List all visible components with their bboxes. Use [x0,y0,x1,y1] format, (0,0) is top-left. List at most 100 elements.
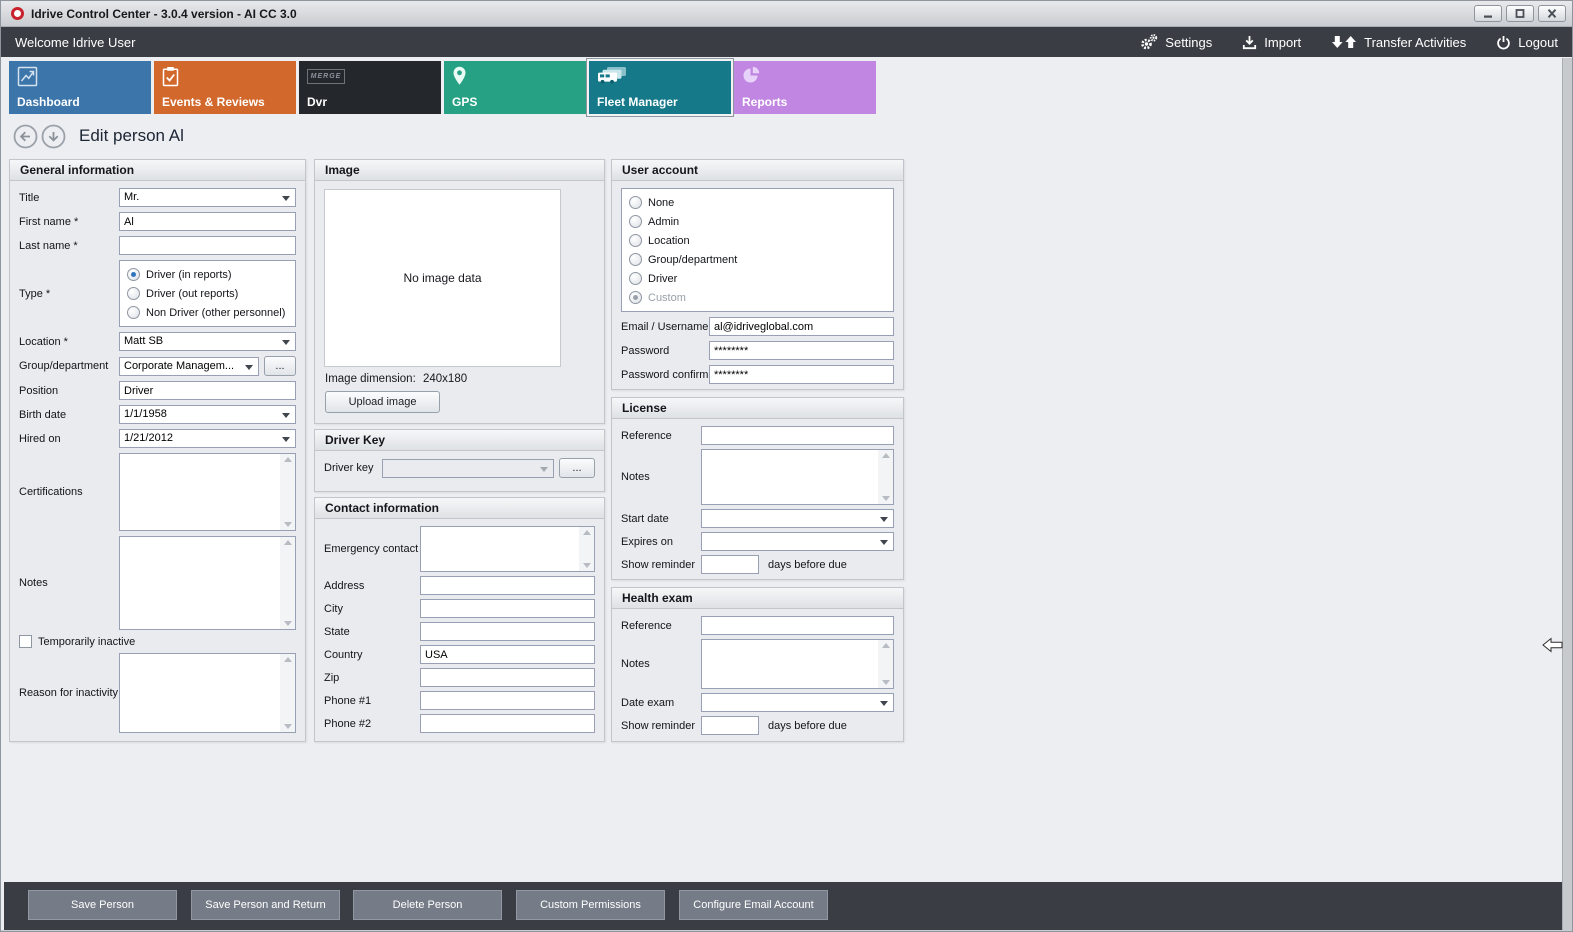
city-field[interactable] [420,599,595,618]
health-date-exam-select[interactable] [701,693,894,712]
window-right-edge[interactable] [1562,58,1572,930]
birth-date-select[interactable]: 1/1/1958 [119,405,296,424]
scroll-up-icon[interactable] [283,457,292,462]
country-field[interactable] [420,645,595,664]
scrollbar[interactable] [280,454,295,530]
license-notes-textarea[interactable] [701,449,894,505]
tab-dvr[interactable]: MERGE Dvr [299,61,441,114]
scrollbar[interactable] [878,640,893,688]
scroll-down-icon[interactable] [582,563,591,568]
emergency-contact-row: Emergency contact [324,526,595,572]
close-button[interactable] [1538,5,1566,22]
radio-driver-in-reports[interactable]: Driver (in reports) [127,265,288,284]
state-field[interactable] [420,622,595,641]
certifications-label: Certifications [19,486,83,498]
radio-group-department[interactable]: Group/department [629,250,886,269]
title-select[interactable]: Mr. [119,188,296,207]
scroll-down-icon[interactable] [283,522,292,527]
general-information-panel: General information Title Mr. First name… [9,159,306,742]
panel-header: General information [10,160,305,181]
app-logo-icon [11,7,24,20]
temporarily-inactive-checkbox[interactable] [19,635,32,648]
upload-image-button[interactable]: Upload image [325,391,440,413]
minimize-button[interactable] [1474,5,1502,22]
health-reminder-field[interactable] [701,716,759,735]
last-name-field[interactable] [119,236,296,255]
license-start-date-select[interactable] [701,509,894,528]
transfer-activities-button[interactable]: Transfer Activities [1331,35,1466,50]
hired-on-select[interactable]: 1/21/2012 [119,429,296,448]
maximize-button[interactable] [1506,5,1534,22]
certifications-textarea[interactable] [119,453,296,531]
delete-person-button[interactable]: Delete Person [353,890,502,920]
scroll-down-icon[interactable] [881,680,890,685]
first-name-field[interactable] [119,212,296,231]
tab-events-reviews[interactable]: Events & Reviews [154,61,296,114]
radio-driver-out-reports[interactable]: Driver (out reports) [127,284,288,303]
tab-gps[interactable]: GPS [444,61,586,114]
tab-fleet-manager[interactable]: Fleet Manager [589,61,731,114]
configure-email-account-button[interactable]: Configure Email Account [679,890,828,920]
driver-key-more-button[interactable]: ... [559,458,595,478]
scrollbar[interactable] [878,450,893,504]
zip-field[interactable] [420,668,595,687]
phone1-field[interactable] [420,691,595,710]
scroll-up-icon[interactable] [881,643,890,648]
radio-location[interactable]: Location [629,231,886,250]
radio-non-driver[interactable]: Non Driver (other personnel) [127,303,288,322]
import-button[interactable]: Import [1242,35,1301,50]
type-label: Type * [19,287,51,300]
scroll-up-icon[interactable] [283,540,292,545]
back-button[interactable] [13,124,38,149]
scroll-down-button[interactable] [41,124,66,149]
scrollbar[interactable] [579,527,594,571]
radio-none[interactable]: None [629,193,886,212]
scrollbar[interactable] [280,654,295,732]
location-select[interactable]: Matt SB [119,332,296,351]
address-field[interactable] [420,576,595,595]
chevron-down-icon [282,196,290,201]
scroll-down-icon[interactable] [881,496,890,501]
scroll-up-icon[interactable] [283,657,292,662]
type-radio-group: Driver (in reports) Driver (out reports)… [119,260,296,327]
position-field[interactable] [119,381,296,400]
maximize-icon [1515,9,1525,18]
transfer-activities-label: Transfer Activities [1364,34,1467,50]
notes-textarea[interactable] [119,536,296,630]
save-person-return-button[interactable]: Save Person and Return [191,890,340,920]
tab-reports[interactable]: Reports [734,61,876,114]
scroll-up-icon[interactable] [582,530,591,535]
group-department-select[interactable]: Corporate Managem... [119,356,259,376]
license-reminder-field[interactable] [701,555,759,574]
radio-icon [127,306,140,319]
scroll-down-icon[interactable] [283,724,292,729]
health-notes-textarea[interactable] [701,639,894,689]
logout-button[interactable]: Logout [1496,35,1558,50]
minimize-icon [1484,15,1492,18]
custom-permissions-button[interactable]: Custom Permissions [516,890,665,920]
license-expires-select[interactable] [701,532,894,551]
email-field[interactable] [709,317,894,336]
radio-admin[interactable]: Admin [629,212,886,231]
radio-custom[interactable]: Custom [629,288,886,307]
type-row: Type * Driver (in reports) Driver (out r… [19,260,296,327]
scrollbar[interactable] [280,537,295,629]
last-name-row: Last name * [19,236,296,255]
settings-button[interactable]: Settings [1140,34,1212,50]
tab-dashboard[interactable]: Dashboard [9,61,151,114]
driver-key-select[interactable] [382,458,554,478]
save-person-button[interactable]: Save Person [28,890,177,920]
license-reference-label: Reference [621,429,672,442]
health-reference-field[interactable] [701,616,894,635]
password-confirm-field[interactable] [709,365,894,384]
radio-driver[interactable]: Driver [629,269,886,288]
emergency-contact-textarea[interactable] [420,526,595,572]
scroll-up-icon[interactable] [881,453,890,458]
location-label: Location * [19,335,68,348]
reason-inactivity-textarea[interactable] [119,653,296,733]
license-reference-field[interactable] [701,426,894,445]
group-department-more-button[interactable]: ... [264,356,296,376]
password-field[interactable] [709,341,894,360]
scroll-down-icon[interactable] [283,621,292,626]
phone2-field[interactable] [420,714,595,733]
